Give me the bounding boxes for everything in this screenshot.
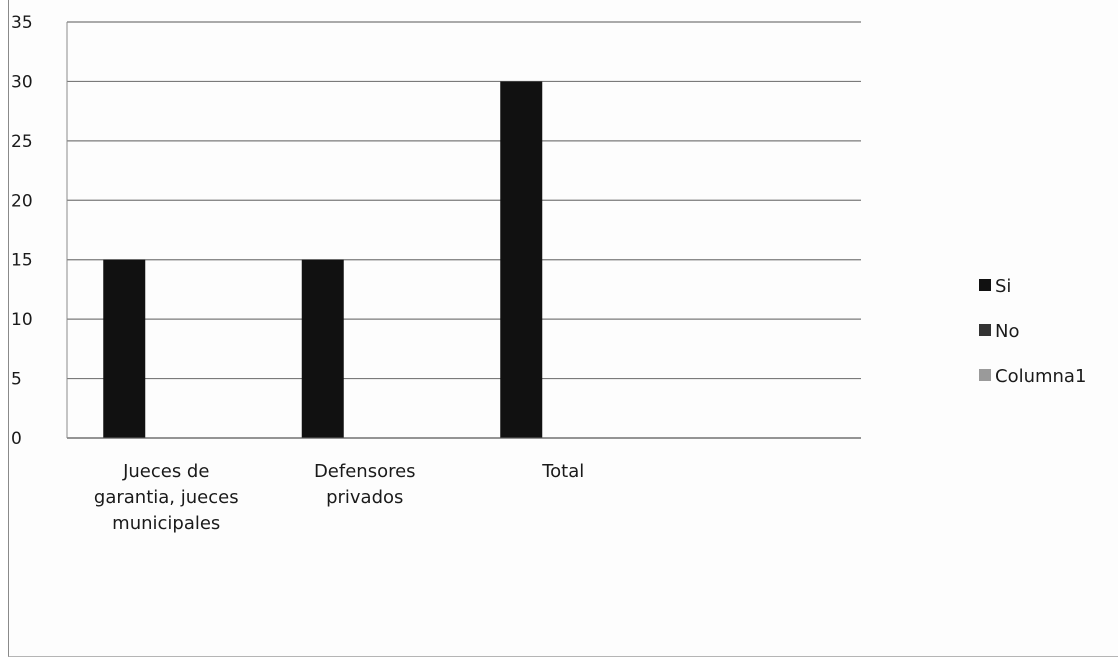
category-labels: Jueces de garantia, jueces municipales Defe…: [94, 461, 584, 534]
category-label: garantia, jueces: [94, 487, 239, 508]
chart-frame: 0 5 10 15 20 25 30 35 Jueces de garantia, jueces…: [8, 0, 1118, 657]
bar-chart: 0 5 10 15 20 25 30 35 Jueces de garantia, jueces…: [11, 13, 1086, 534]
gridlines: [67, 21, 861, 380]
bars: [103, 81, 543, 438]
y-tick-label: 35: [11, 13, 33, 33]
legend: Si No Columna1: [979, 276, 1086, 387]
category-label: privados: [326, 487, 403, 508]
y-tick-label: 30: [11, 72, 33, 92]
bar-si-0: [103, 259, 146, 438]
legend-label: Columna1: [995, 366, 1086, 387]
y-tick-label: 15: [11, 251, 33, 271]
y-tick-label: 5: [11, 370, 22, 390]
category-label: municipales: [112, 513, 220, 534]
y-tick-labels: 0 5 10 15 20 25 30 35: [11, 13, 33, 449]
legend-swatch: [979, 369, 991, 381]
y-tick-label: 25: [11, 132, 33, 152]
bar-si-2: [500, 81, 543, 438]
legend-swatch: [979, 324, 991, 336]
legend-label: Si: [995, 276, 1011, 297]
category-label: Jueces de: [122, 461, 209, 482]
legend-swatch: [979, 279, 991, 291]
bar-si-1: [301, 259, 344, 438]
category-label: Defensores: [314, 461, 416, 482]
y-tick-label: 10: [11, 310, 33, 330]
axes: [66, 22, 861, 439]
legend-label: No: [995, 321, 1019, 342]
category-label: Total: [541, 461, 584, 482]
y-tick-label: 20: [11, 191, 33, 211]
y-tick-label: 0: [11, 429, 22, 449]
